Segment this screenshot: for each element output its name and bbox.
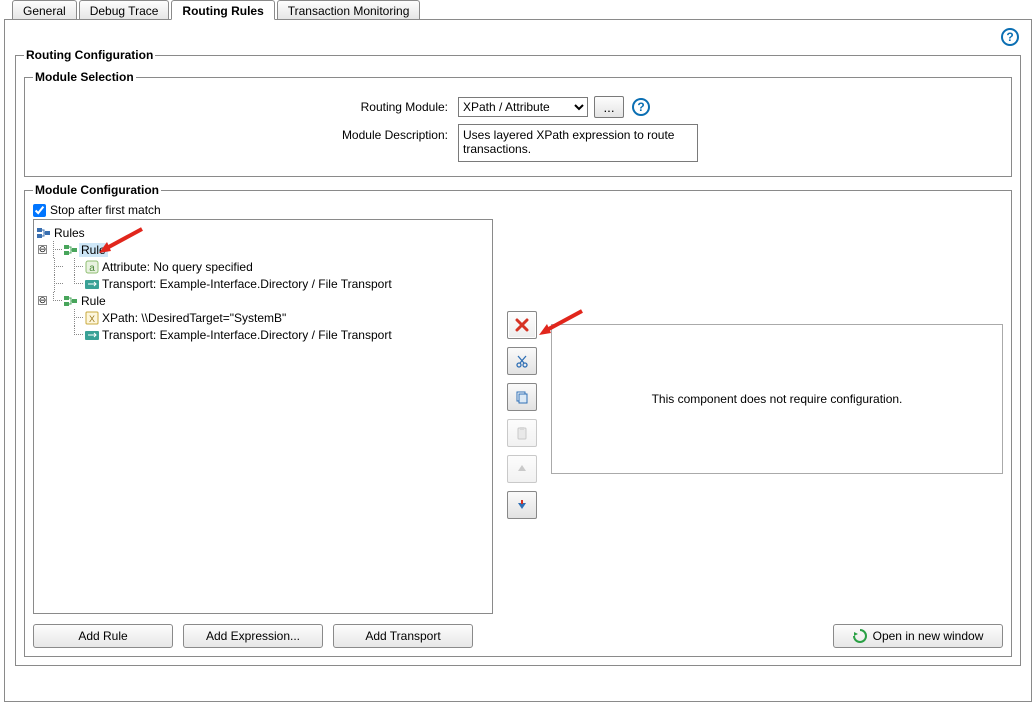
tree-rule-1-label: Rule [79,243,108,257]
add-rule-button[interactable]: Add Rule [33,624,173,648]
component-config-panel: This component does not require configur… [551,324,1003,474]
tree-rule-2-xpath[interactable]: X XPath: \\DesiredTarget="SystemB" [36,309,490,326]
add-expression-button[interactable]: Add Expression... [183,624,323,648]
tab-general[interactable]: General [12,0,77,19]
tree-rule-1-attr-label: Attribute: No query specified [100,260,255,274]
config-panel-text: This component does not require configur… [652,392,903,406]
move-down-button[interactable] [507,491,537,519]
module-config-legend: Module Configuration [33,183,161,197]
tree-rule-2-xpath-label: XPath: \\DesiredTarget="SystemB" [100,311,288,325]
tab-transaction-monitoring[interactable]: Transaction Monitoring [277,0,421,19]
module-selection-legend: Module Selection [33,70,136,84]
tree-rule-2-label: Rule [79,294,108,308]
transport-icon [84,327,100,343]
attribute-icon: a [84,259,100,275]
rules-tree[interactable]: Rules ⊖ Rule [33,219,493,614]
tree-rule-1-transport-label: Transport: Example-Interface.Directory /… [100,277,394,291]
tree-root[interactable]: Rules [36,224,490,241]
routing-module-label: Routing Module: [33,100,458,114]
copy-button[interactable] [507,383,537,411]
open-new-window-icon [853,629,867,643]
arrow-down-icon [516,499,528,511]
add-transport-button[interactable]: Add Transport [333,624,473,648]
transport-icon [84,276,100,292]
cut-button[interactable] [507,347,537,375]
tree-rule-2[interactable]: ⊖ Rule [36,292,490,309]
stop-after-first-match-checkbox[interactable] [33,204,46,217]
rule-icon [63,293,79,309]
module-description-label: Module Description: [33,124,458,142]
rule-icon [63,242,79,258]
module-help-icon[interactable]: ? [632,98,650,116]
tab-debug-trace[interactable]: Debug Trace [79,0,170,19]
module-selection-fieldset: Module Selection Routing Module: XPath /… [24,70,1012,177]
routing-config-legend: Routing Configuration [24,48,155,62]
tree-toggle-icon[interactable]: ⊖ [38,245,47,254]
tree-rule-2-transport-label: Transport: Example-Interface.Directory /… [100,328,394,342]
routing-rules-panel: ? Routing Configuration Module Selection… [4,19,1032,702]
rule-toolbar [507,311,537,519]
delete-button[interactable] [507,311,537,339]
tab-strip: General Debug Trace Routing Rules Transa… [12,0,1036,19]
svg-text:X: X [89,314,95,324]
routing-module-select[interactable]: XPath / Attribute [458,97,588,117]
help-icon[interactable]: ? [1001,28,1019,46]
tree-root-label: Rules [52,226,87,240]
routing-configuration-fieldset: Routing Configuration Module Selection R… [15,48,1021,666]
browse-module-button[interactable]: ... [594,96,624,118]
tree-rule-1[interactable]: ⊖ Rule [36,241,490,258]
arrow-up-icon [516,463,528,475]
move-up-button [507,455,537,483]
stop-after-first-match-label: Stop after first match [50,203,161,217]
svg-text:?: ? [637,100,644,114]
open-new-window-button[interactable]: Open in new window [833,624,1003,648]
module-configuration-fieldset: Module Configuration Stop after first ma… [24,183,1012,657]
paste-button [507,419,537,447]
tree-rule-1-transport[interactable]: Transport: Example-Interface.Directory /… [36,275,490,292]
scissors-icon [515,354,529,368]
tree-root-icon [36,225,52,241]
module-description-text: Uses layered XPath expression to route t… [458,124,698,162]
tree-rule-2-transport[interactable]: Transport: Example-Interface.Directory /… [36,326,490,343]
tree-toggle-icon[interactable]: ⊖ [38,296,47,305]
tree-rule-1-attr[interactable]: a Attribute: No query specified [36,258,490,275]
xpath-icon: X [84,310,100,326]
svg-text:a: a [89,263,95,274]
delete-x-icon [515,318,529,332]
copy-icon [515,390,529,404]
svg-text:?: ? [1006,30,1013,44]
paste-icon [515,426,529,440]
tab-routing-rules[interactable]: Routing Rules [171,0,274,20]
